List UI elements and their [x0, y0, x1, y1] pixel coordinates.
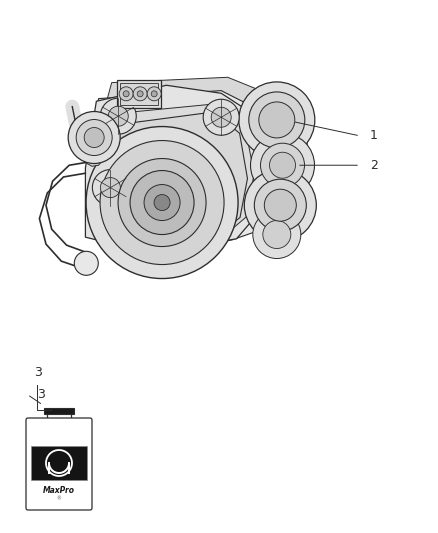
Bar [31, 446, 87, 480]
Polygon shape [85, 85, 263, 253]
Circle shape [253, 211, 301, 259]
Text: ®: ® [57, 496, 61, 501]
Text: 1: 1 [370, 130, 378, 142]
Text: 3: 3 [34, 367, 42, 379]
Circle shape [251, 133, 314, 197]
Polygon shape [134, 243, 158, 272]
Circle shape [46, 450, 72, 476]
Polygon shape [94, 104, 254, 245]
Circle shape [119, 87, 133, 101]
Bar [120, 83, 158, 104]
Polygon shape [254, 139, 285, 208]
Circle shape [123, 91, 129, 97]
Polygon shape [99, 77, 293, 240]
Bar [44, 408, 74, 414]
Circle shape [263, 221, 291, 248]
FancyBboxPatch shape [26, 418, 92, 510]
Circle shape [74, 251, 98, 276]
Circle shape [259, 102, 295, 138]
Circle shape [68, 111, 120, 164]
Text: 2: 2 [370, 159, 378, 172]
Polygon shape [254, 93, 309, 240]
Circle shape [254, 179, 306, 231]
Circle shape [76, 119, 112, 156]
Circle shape [244, 169, 316, 241]
Polygon shape [100, 112, 247, 243]
Circle shape [133, 87, 147, 101]
Circle shape [269, 152, 296, 178]
Circle shape [130, 171, 194, 235]
Circle shape [100, 177, 120, 198]
Circle shape [92, 169, 128, 206]
Circle shape [261, 143, 304, 187]
Text: 3: 3 [37, 388, 45, 401]
Text: MaxPro: MaxPro [43, 487, 75, 495]
Circle shape [86, 126, 238, 279]
Circle shape [151, 91, 157, 97]
Circle shape [147, 87, 161, 101]
Circle shape [100, 141, 224, 264]
Bar [117, 80, 161, 108]
Circle shape [249, 92, 305, 148]
Polygon shape [88, 91, 285, 253]
Polygon shape [85, 147, 103, 166]
Circle shape [84, 127, 104, 148]
Circle shape [144, 184, 180, 221]
Circle shape [211, 107, 231, 127]
Circle shape [137, 91, 143, 97]
Circle shape [108, 106, 128, 126]
Circle shape [239, 82, 315, 158]
Circle shape [118, 158, 206, 247]
Circle shape [100, 98, 136, 134]
Circle shape [264, 189, 297, 221]
Circle shape [154, 195, 170, 211]
Circle shape [203, 99, 239, 135]
